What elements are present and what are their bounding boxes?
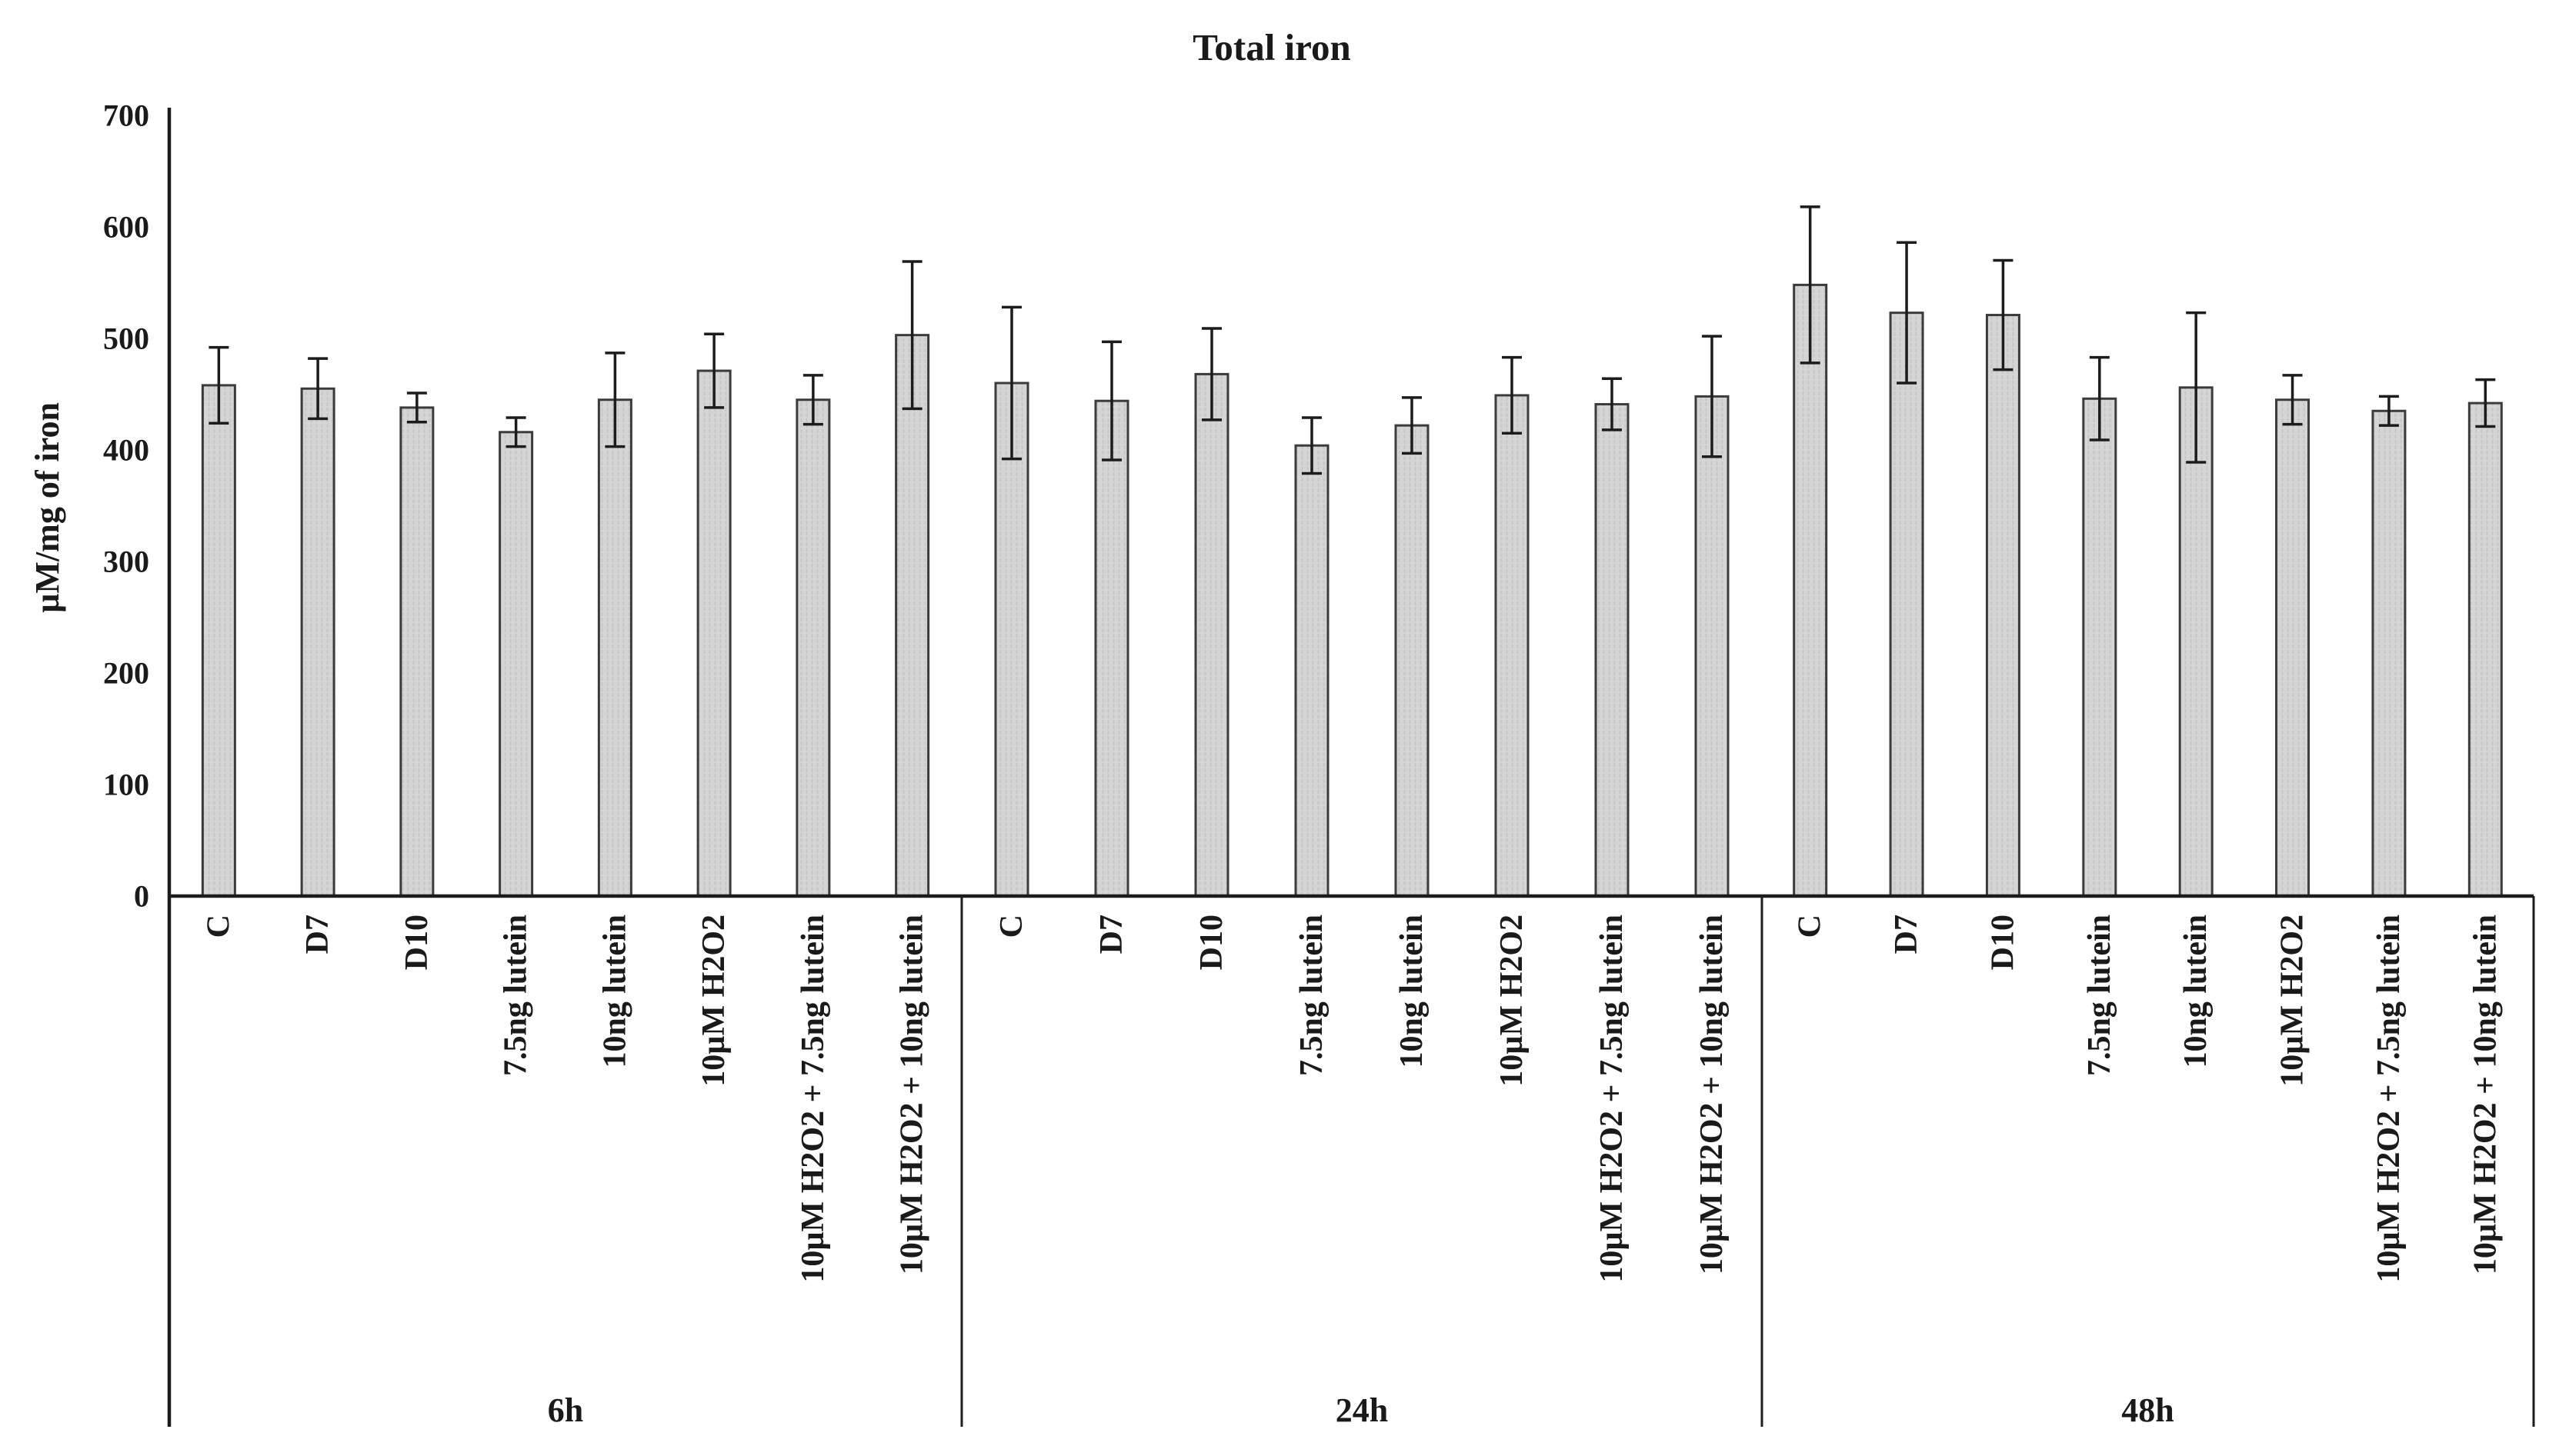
- error-bar-6h-5: [605, 352, 626, 448]
- error-bar-24h-8: [1702, 335, 1722, 458]
- bar-24h-1: [994, 381, 1029, 898]
- category-label: D7: [1094, 915, 1129, 954]
- bar-6h-8: [895, 334, 930, 898]
- bar-48h-7: [2371, 409, 2407, 898]
- category-label: C: [201, 915, 236, 938]
- category-label: C: [994, 915, 1029, 938]
- error-bar-24h-4: [1302, 416, 1322, 475]
- error-bar-6h-8: [902, 260, 923, 411]
- bar-48h-4: [2082, 397, 2117, 898]
- y-tick-label-300: 300: [103, 545, 149, 579]
- bar-24h-7: [1594, 403, 1630, 898]
- error-bar-48h-3: [1993, 258, 2014, 371]
- category-label: 10µM H2O2 + 7.5ng lutein: [796, 915, 831, 1283]
- category-label: D10: [1194, 915, 1229, 970]
- category-label: 10µM H2O2: [1494, 915, 1530, 1087]
- category-label: 10ng lutein: [1394, 915, 1430, 1068]
- error-bar-24h-7: [1602, 377, 1622, 431]
- category-label: D10: [399, 915, 435, 970]
- bar-6h-7: [796, 398, 831, 898]
- error-bar-24h-2: [1102, 340, 1122, 461]
- category-label: 7.5ng lutein: [499, 915, 534, 1076]
- error-bar-6h-3: [406, 391, 427, 424]
- category-label: 10µM H2O2 + 10ng lutein: [1694, 915, 1730, 1274]
- bar-6h-6: [696, 369, 732, 898]
- error-bar-48h-6: [2282, 374, 2303, 426]
- category-label: D10: [1985, 915, 2020, 970]
- bar-6h-5: [597, 398, 632, 898]
- y-tick-label-500: 500: [103, 322, 149, 356]
- error-bar-6h-7: [802, 374, 823, 426]
- y-tick-label-0: 0: [134, 879, 149, 914]
- bar-6h-4: [499, 431, 534, 898]
- bar-48h-2: [1889, 312, 1924, 898]
- error-bar-48h-4: [2089, 355, 2110, 441]
- group-label-6h: 6h: [548, 1391, 583, 1429]
- bar-48h-1: [1793, 283, 1828, 898]
- category-label: 10µM H2O2 + 10ng lutein: [2467, 915, 2503, 1274]
- bar-6h-2: [300, 387, 335, 898]
- category-label: C: [1793, 915, 1828, 938]
- category-label: 10µM H2O2 + 7.5ng lutein: [2371, 915, 2407, 1283]
- bar-24h-6: [1494, 394, 1530, 898]
- group-label-48h: 48h: [2121, 1391, 2174, 1429]
- category-label: 10µM H2O2: [696, 915, 732, 1087]
- y-tick-label-100: 100: [103, 768, 149, 802]
- error-bar-24h-5: [1402, 396, 1422, 455]
- category-label: 10ng lutein: [597, 915, 632, 1068]
- y-tick-label-200: 200: [103, 656, 149, 691]
- group-label-24h: 24h: [1336, 1391, 1388, 1429]
- bar-24h-2: [1094, 399, 1129, 898]
- chart-title: Total iron: [1193, 26, 1351, 68]
- error-bar-6h-2: [308, 357, 329, 421]
- error-bar-6h-6: [704, 332, 725, 409]
- category-label: D7: [1889, 915, 1924, 954]
- bar-48h-3: [1985, 314, 2020, 898]
- category-label: 10µM H2O2 + 10ng lutein: [895, 915, 930, 1274]
- y-axis-title: µM/mg of iron: [28, 402, 66, 613]
- error-bar-48h-2: [1897, 241, 1917, 385]
- y-tick-label-700: 700: [103, 98, 149, 133]
- bar-48h-6: [2275, 398, 2310, 898]
- category-label: 7.5ng lutein: [1294, 915, 1330, 1076]
- bar-48h-8: [2467, 401, 2503, 898]
- bar-6h-3: [399, 406, 435, 898]
- category-label: D7: [300, 915, 335, 954]
- error-bar-48h-7: [2378, 395, 2399, 427]
- bar-48h-5: [2178, 386, 2214, 898]
- error-bar-24h-6: [1502, 355, 1522, 435]
- bar-24h-8: [1694, 395, 1730, 898]
- error-bar-48h-5: [2186, 311, 2207, 464]
- category-label: 10µM H2O2: [2275, 915, 2310, 1087]
- error-bar-6h-4: [505, 416, 526, 448]
- error-bar-48h-8: [2475, 378, 2496, 428]
- bar-6h-1: [201, 384, 236, 898]
- error-bar-48h-1: [1800, 205, 1820, 365]
- bar-24h-5: [1394, 424, 1430, 898]
- error-bar-24h-3: [1202, 327, 1222, 421]
- y-tick-label-400: 400: [103, 433, 149, 468]
- error-bar-6h-1: [209, 345, 229, 425]
- plot-area: C D7 D10 7.5ng lutein 10ng lutein 10µM H2O2 10…: [103, 98, 2535, 1429]
- category-label: 10µM H2O2 + 7.5ng lutein: [1594, 915, 1630, 1283]
- category-label: 10ng lutein: [2178, 915, 2214, 1068]
- bar-24h-4: [1294, 444, 1330, 898]
- category-label: 7.5ng lutein: [2082, 915, 2117, 1076]
- error-bar-24h-1: [1002, 305, 1022, 461]
- y-tick-label-600: 600: [103, 210, 149, 245]
- bar-24h-3: [1194, 372, 1229, 898]
